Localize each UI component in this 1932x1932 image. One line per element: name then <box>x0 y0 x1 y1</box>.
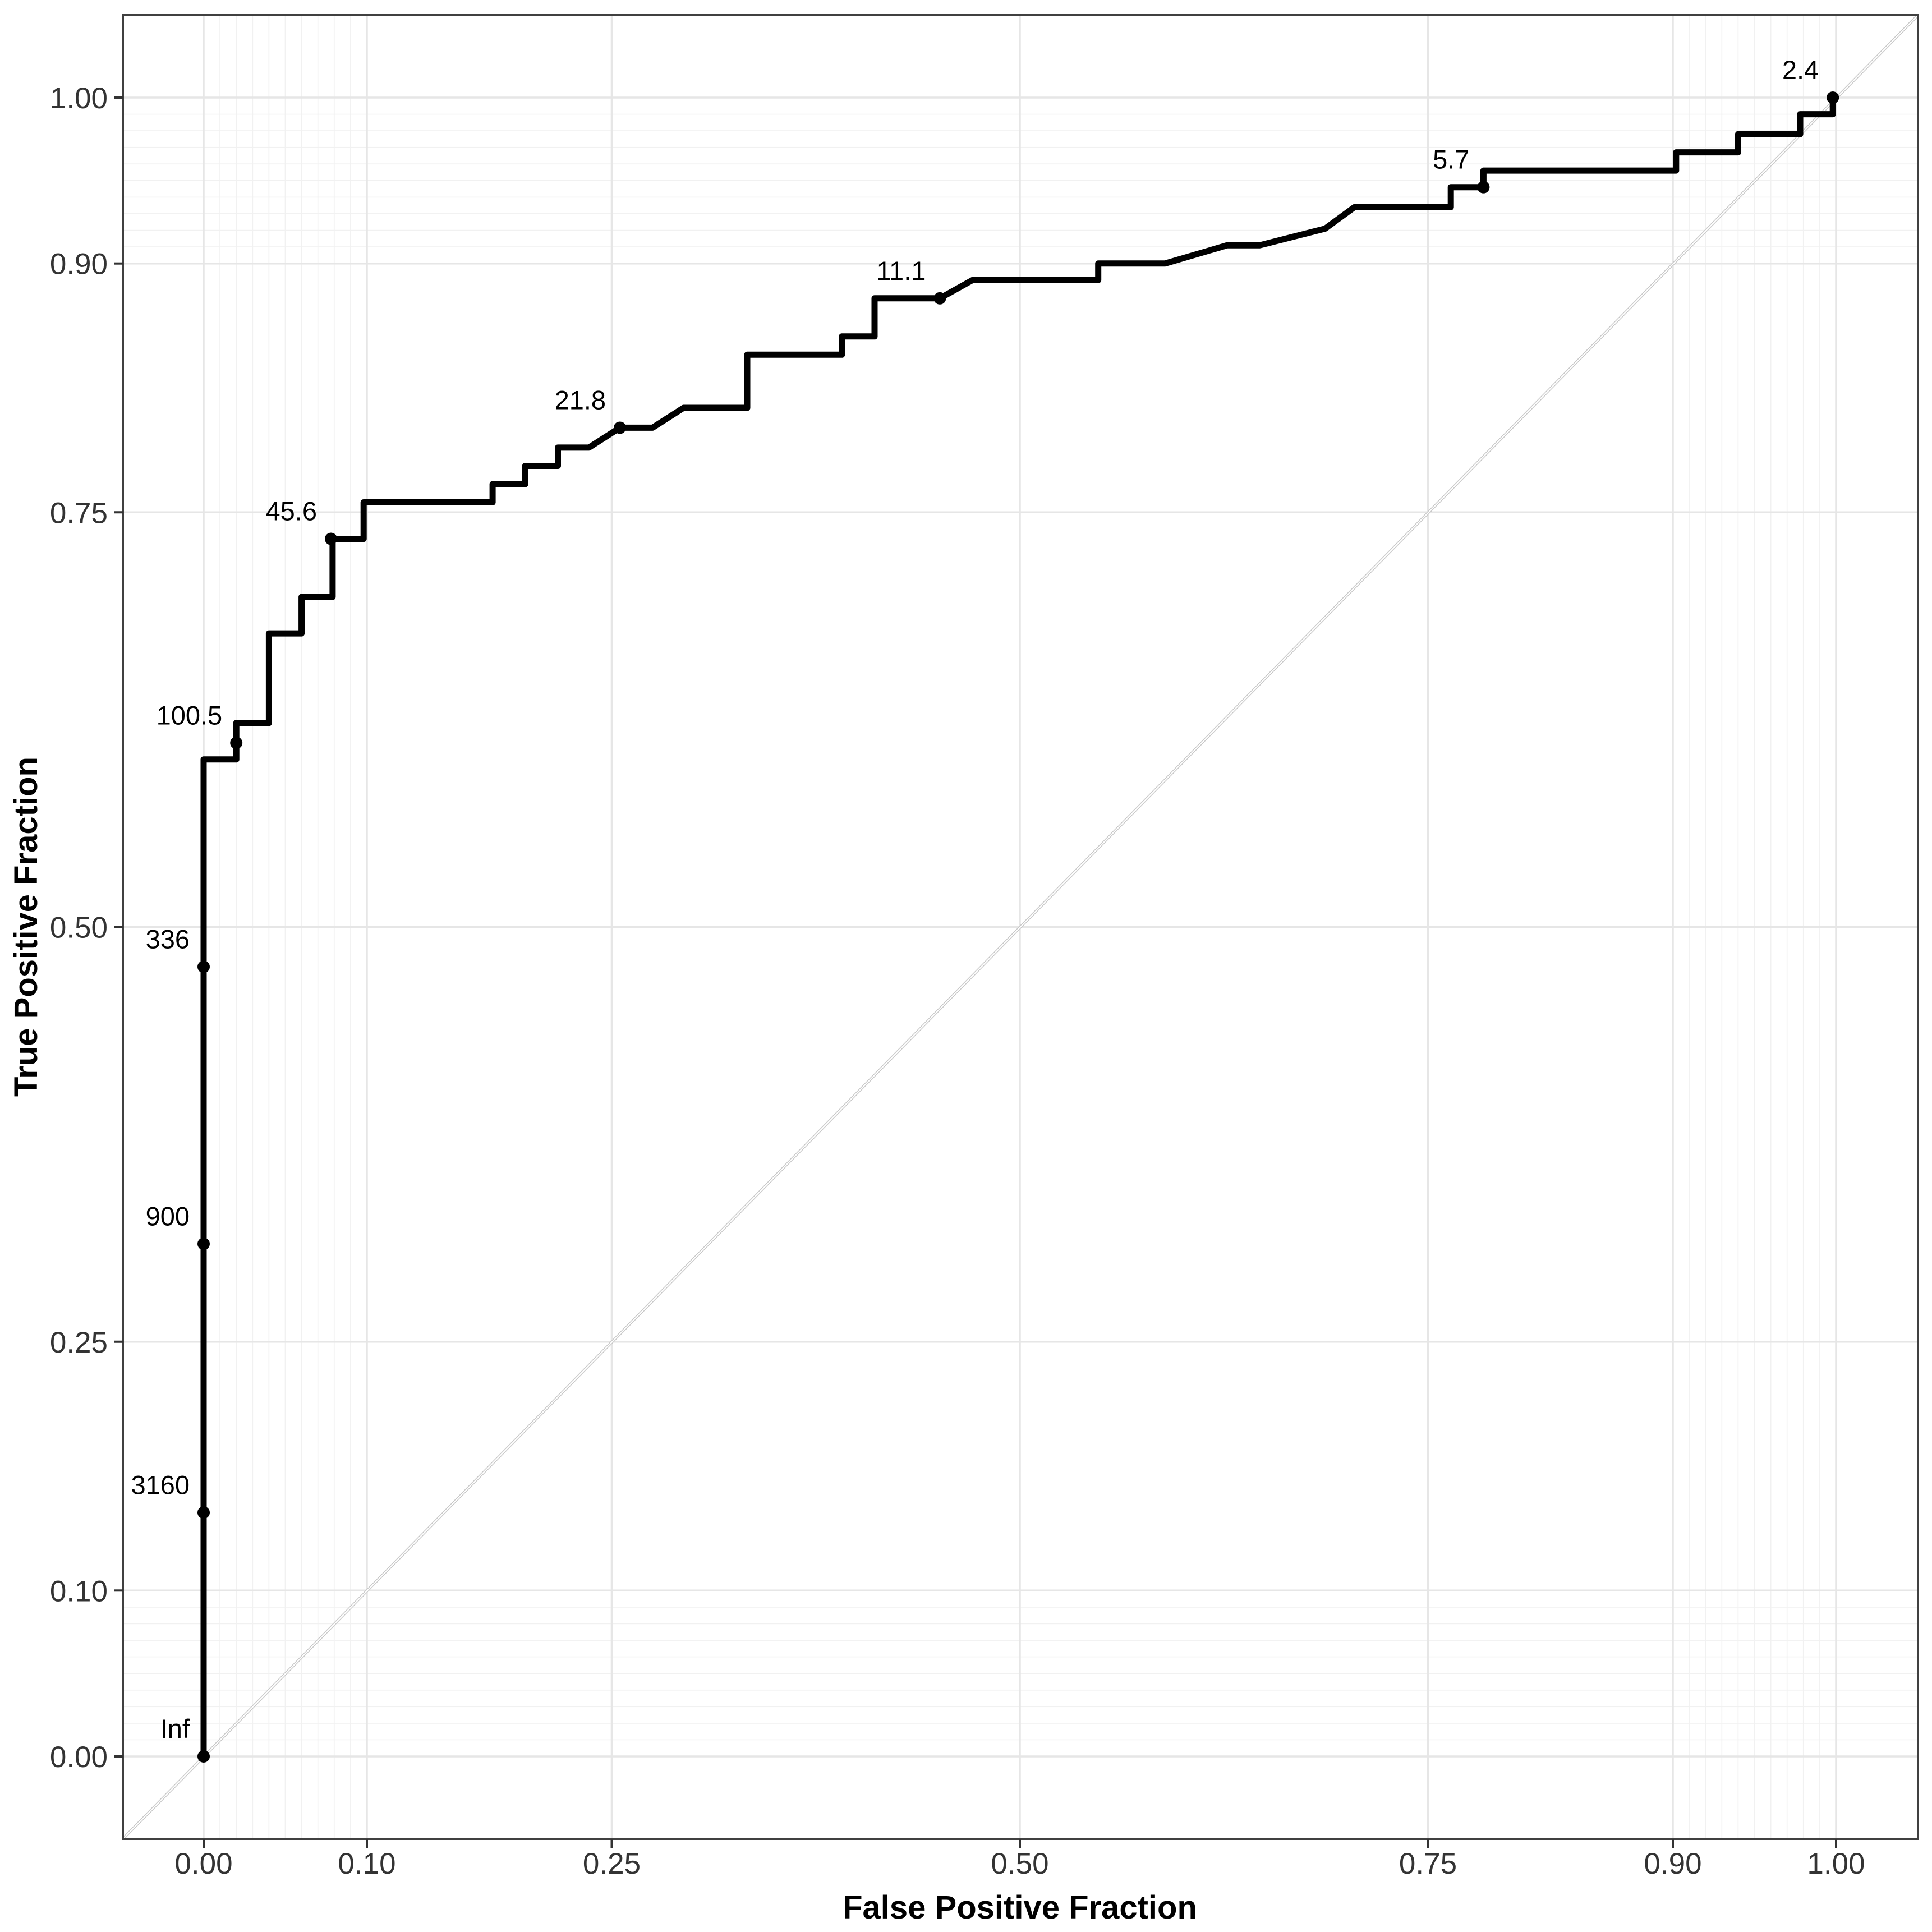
cutoff-label: 45.6 <box>265 496 316 526</box>
cutoff-label: 2.4 <box>1782 55 1819 85</box>
cutoff-dot[interactable] <box>197 960 210 973</box>
cutoff-label: 100.5 <box>157 700 223 730</box>
cutoff-label: 11.1 <box>876 256 926 286</box>
cutoff-dot[interactable] <box>1477 181 1490 194</box>
x-tick-label: 0.00 <box>174 1847 232 1880</box>
x-tick-label: 0.25 <box>583 1847 641 1880</box>
diagonal-reference-line-core <box>122 15 1919 1839</box>
y-tick-label: 1.00 <box>50 82 108 115</box>
cutoff-dot[interactable] <box>197 1238 210 1250</box>
cutoff-label: 21.8 <box>555 385 606 415</box>
cutoff-dot[interactable] <box>614 421 627 434</box>
cutoff-dot[interactable] <box>197 1506 210 1519</box>
x-axis-title: False Positive Fraction <box>843 1889 1197 1926</box>
cutoff-dot[interactable] <box>230 737 243 749</box>
cutoff-dot[interactable] <box>933 292 946 305</box>
x-tick-label: 1.00 <box>1807 1847 1865 1880</box>
x-tick-label: 0.50 <box>991 1847 1048 1880</box>
cutoff-label: 3160 <box>131 1470 190 1499</box>
y-tick-label: 0.90 <box>50 248 108 281</box>
y-tick-label: 0.50 <box>50 912 108 945</box>
cutoff-label: 900 <box>146 1201 190 1231</box>
x-tick-label: 0.90 <box>1644 1847 1701 1880</box>
x-tick-label: 0.10 <box>338 1847 395 1880</box>
cutoff-dot[interactable] <box>1827 91 1839 104</box>
cutoff-label: 5.7 <box>1433 145 1469 174</box>
x-tick-label: 0.75 <box>1399 1847 1457 1880</box>
y-axis-title: True Positive Fraction <box>8 757 44 1097</box>
y-tick-label: 0.25 <box>50 1326 108 1359</box>
y-tick-label: 0.00 <box>50 1741 108 1774</box>
y-tick-label: 0.10 <box>50 1575 108 1608</box>
y-tick-label: 0.75 <box>50 496 108 530</box>
cutoff-dot[interactable] <box>197 1750 210 1763</box>
cutoff-label: Inf <box>160 1714 190 1744</box>
cutoff-label: 336 <box>146 924 190 954</box>
cutoff-dot[interactable] <box>324 532 337 545</box>
roc-curve[interactable] <box>200 94 1836 1756</box>
